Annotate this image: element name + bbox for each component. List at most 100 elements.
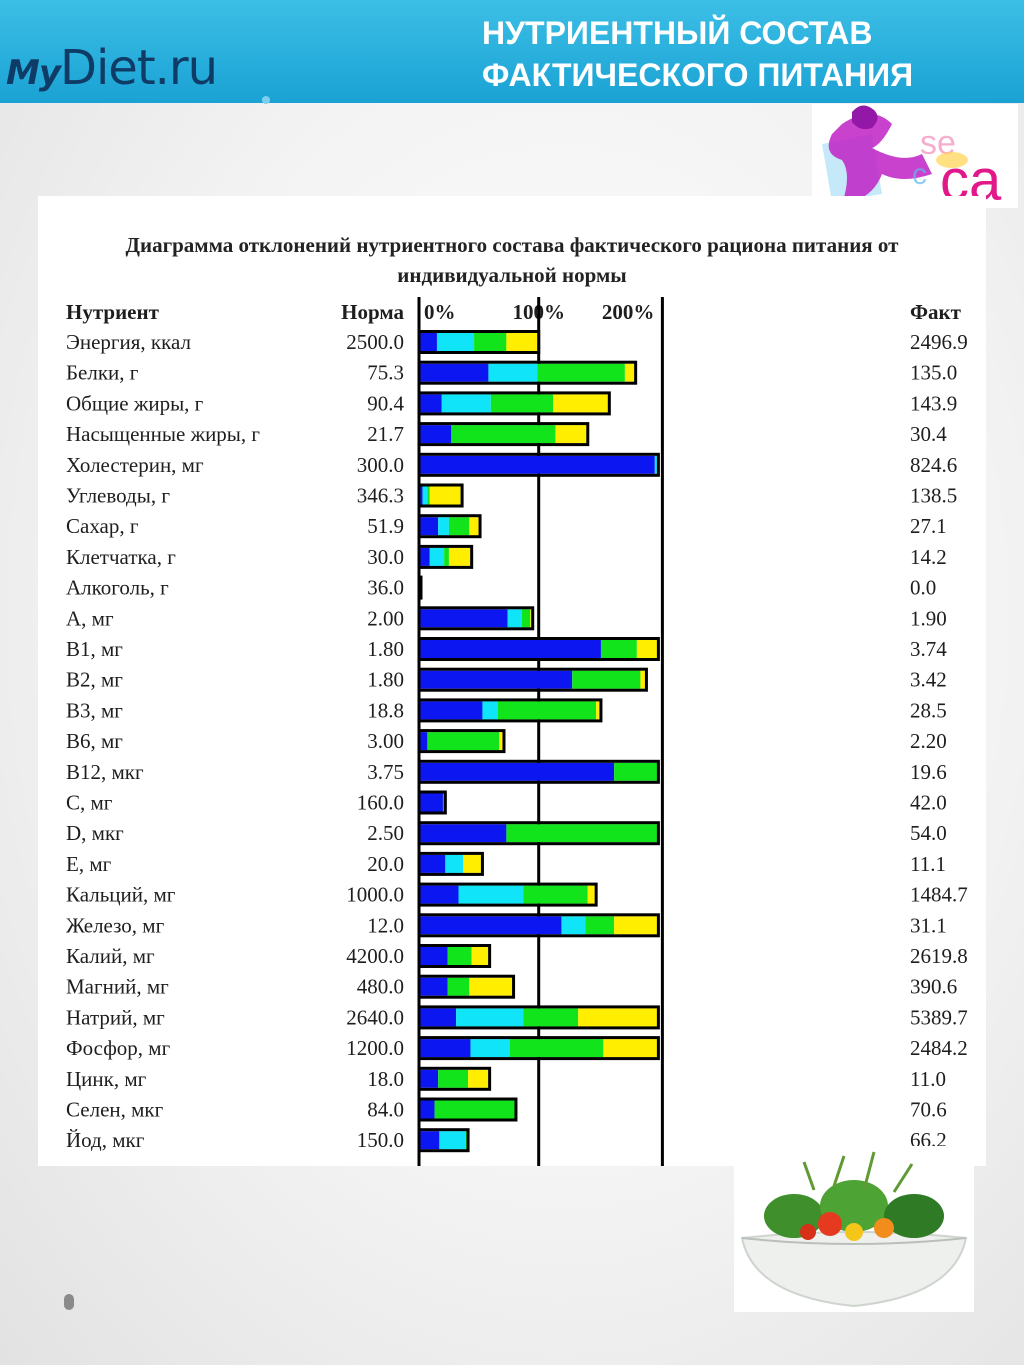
chart-panel: Диаграмма отклонений нутриентного состав… bbox=[38, 196, 986, 1166]
page-title-line1: НУТРИЕНТНЫЙ СОСТАВ bbox=[482, 15, 873, 51]
row-label: Насыщенные жиры, г bbox=[66, 422, 260, 446]
row-norm: 1000.0 bbox=[346, 883, 404, 907]
bar-segment bbox=[419, 824, 507, 843]
row-label: Фосфор, мг bbox=[66, 1036, 171, 1060]
logo-my: My bbox=[6, 53, 61, 93]
row-label: В6, мг bbox=[66, 729, 123, 753]
bar-segment bbox=[419, 1131, 440, 1150]
row-label: В3, мг bbox=[66, 698, 123, 722]
bar-segment bbox=[482, 701, 499, 720]
bar-outline bbox=[417, 667, 648, 692]
row-fact: 30.4 bbox=[910, 422, 947, 446]
row-fact: 11.0 bbox=[910, 1067, 946, 1091]
row-norm: 75.3 bbox=[367, 361, 404, 385]
bar-segment bbox=[427, 732, 500, 751]
chart-row-13: В6, мг 3.00 2.20 bbox=[66, 729, 947, 754]
bar-segment bbox=[419, 394, 442, 413]
bar-segment bbox=[419, 1008, 457, 1027]
bar-segment bbox=[498, 701, 597, 720]
row-label: С, мг bbox=[66, 791, 113, 815]
chart-title: Диаграмма отклонений нутриентного состав… bbox=[38, 230, 986, 290]
bar-segment bbox=[447, 947, 472, 965]
row-norm: 3.00 bbox=[367, 729, 404, 753]
chart-row-20: Калий, мг 4200.0 2619.8 bbox=[66, 944, 968, 968]
row-norm: 150.0 bbox=[357, 1128, 404, 1152]
row-fact: 28.5 bbox=[910, 698, 947, 722]
bar-segment bbox=[523, 885, 588, 904]
bar-segment bbox=[499, 732, 504, 751]
mydiet-logo[interactable]: MyDiet.ru bbox=[6, 44, 218, 93]
bar-segment bbox=[434, 1100, 516, 1119]
chart-row-10: В1, мг 1.80 3.74 bbox=[66, 637, 947, 661]
bar-segment bbox=[600, 640, 637, 658]
bar-segment bbox=[506, 824, 659, 843]
bar-segment bbox=[436, 333, 475, 351]
bar-segment bbox=[509, 1039, 604, 1058]
bar-outline bbox=[417, 759, 660, 784]
bar-segment bbox=[419, 517, 439, 536]
bar-outline bbox=[417, 1097, 518, 1122]
row-fact: 31.1 bbox=[910, 913, 947, 937]
chart-row-3: Насыщенные жиры, г 21.7 30.4 bbox=[66, 422, 947, 447]
page-title-line2: ФАКТИЧЕСКОГО ПИТАНИЯ bbox=[482, 57, 914, 93]
row-fact: 135.0 bbox=[910, 361, 957, 385]
row-label: А, мг bbox=[66, 606, 114, 630]
bar-outline bbox=[417, 330, 541, 354]
bar-segment bbox=[419, 793, 443, 812]
row-norm: 346.3 bbox=[357, 484, 404, 508]
bar-segment bbox=[614, 762, 659, 781]
bar-segment bbox=[578, 1008, 659, 1027]
row-label: Сахар, г bbox=[66, 514, 139, 538]
row-label: Углеводы, г bbox=[66, 484, 170, 508]
row-norm: 3.75 bbox=[367, 760, 404, 784]
chart-row-2: Общие жиры, г 90.4 143.9 bbox=[66, 391, 957, 416]
row-fact: 824.6 bbox=[910, 453, 957, 477]
row-norm: 300.0 bbox=[357, 453, 404, 477]
row-fact: 3.74 bbox=[910, 637, 947, 661]
bar-outline bbox=[417, 882, 598, 907]
bar-segment bbox=[438, 1069, 469, 1088]
chart-row-24: Цинк, мг 18.0 11.0 bbox=[66, 1066, 946, 1091]
row-label: Белки, г bbox=[66, 361, 139, 385]
svg-text:c: c bbox=[912, 158, 927, 191]
bar-outline bbox=[417, 851, 484, 876]
bar-segment bbox=[419, 762, 615, 781]
bar-segment bbox=[419, 455, 655, 474]
row-norm: 90.4 bbox=[367, 391, 404, 415]
bar-segment bbox=[506, 333, 539, 351]
row-fact: 70.6 bbox=[910, 1098, 947, 1122]
chart-row-8: Алкоголь, г 36.0 0.0 bbox=[66, 576, 936, 600]
chart-title-line1: Диаграмма отклонений нутриентного состав… bbox=[125, 233, 899, 257]
row-fact: 2496.9 bbox=[910, 330, 968, 354]
bar-outline bbox=[417, 790, 447, 815]
bar-outline bbox=[417, 514, 482, 539]
decor-salad-photo bbox=[734, 1146, 974, 1312]
bar-segment bbox=[419, 854, 446, 873]
row-fact: 14.2 bbox=[910, 545, 947, 569]
row-fact: 19.6 bbox=[910, 760, 947, 784]
bar-segment bbox=[587, 885, 597, 904]
logo-dot bbox=[262, 96, 270, 104]
row-norm: 2.00 bbox=[367, 606, 404, 630]
bar-segment bbox=[429, 486, 463, 505]
row-label: Калий, мг bbox=[66, 944, 155, 968]
bar-outline bbox=[417, 575, 423, 600]
decor-woman-illustration: se ca c bbox=[812, 104, 1018, 208]
bar-segment bbox=[471, 947, 490, 965]
row-label: В12, мкг bbox=[66, 760, 144, 784]
row-label: Натрий, мг bbox=[66, 1005, 165, 1029]
row-fact: 2619.8 bbox=[910, 944, 968, 968]
row-norm: 1200.0 bbox=[346, 1036, 404, 1060]
bar-segment bbox=[596, 701, 601, 720]
row-norm: 51.9 bbox=[367, 514, 404, 538]
chart-row-17: Е, мг 20.0 11.1 bbox=[66, 851, 946, 876]
page-indicator[interactable] bbox=[64, 1294, 74, 1310]
chart-row-14: В12, мкг 3.75 19.6 bbox=[66, 759, 947, 784]
row-fact: 3.42 bbox=[910, 668, 947, 692]
bar-segment bbox=[441, 394, 491, 413]
bar-segment bbox=[444, 547, 449, 566]
bar-segment bbox=[419, 547, 430, 566]
chart-row-6: Сахар, г 51.9 27.1 bbox=[66, 514, 947, 539]
row-label: Магний, мг bbox=[66, 975, 169, 999]
bar-segment bbox=[572, 670, 641, 689]
